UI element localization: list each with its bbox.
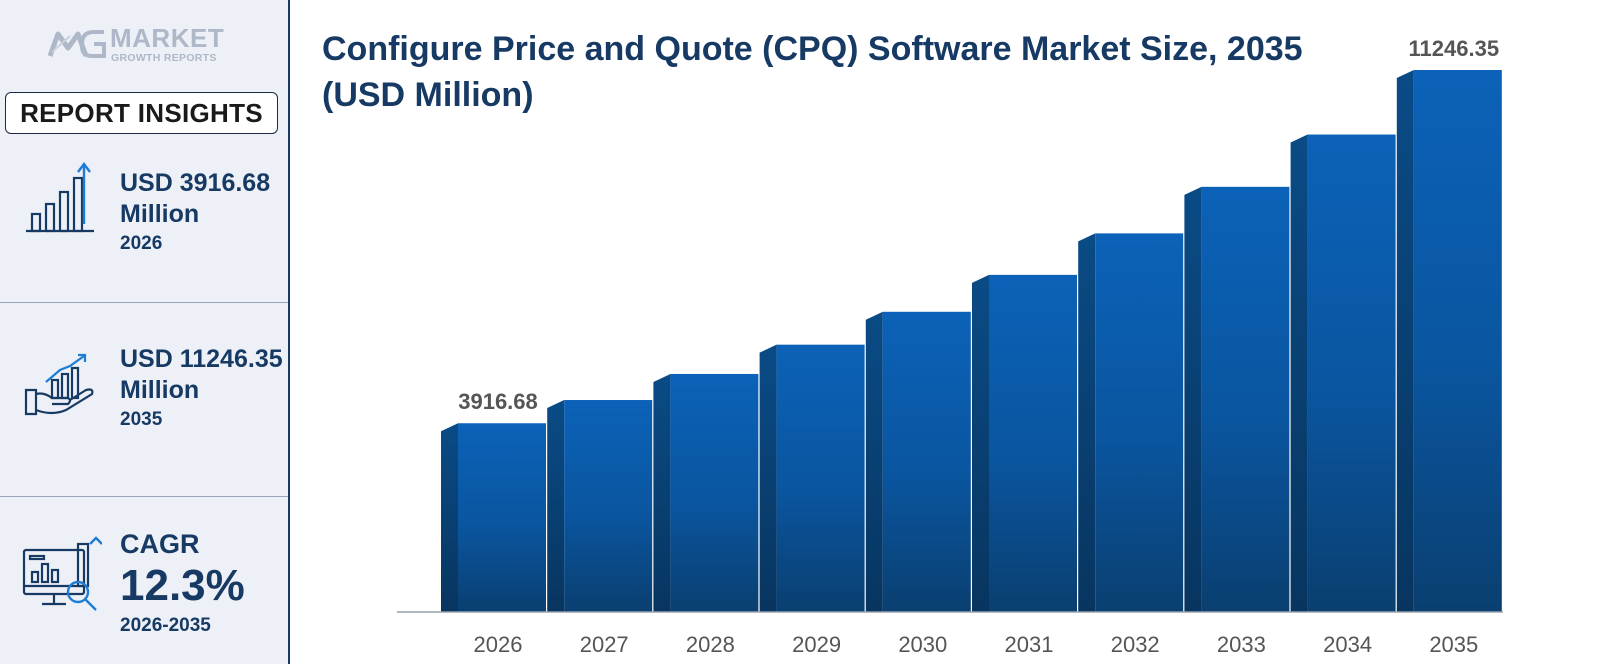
stat-2026-value: USD 3916.68 bbox=[120, 169, 271, 197]
data-label-2035: 11246.35 bbox=[1409, 36, 1500, 61]
bar-2035 bbox=[1396, 70, 1502, 612]
bar-side-face bbox=[972, 274, 989, 612]
x-tick-label-2035: 2035 bbox=[1429, 632, 1478, 657]
sidebar-divider bbox=[0, 496, 288, 497]
bar-side-face bbox=[547, 400, 565, 612]
bar-2030 bbox=[865, 311, 971, 612]
x-tick-label-2028: 2028 bbox=[686, 632, 735, 657]
bar-side-face bbox=[759, 344, 777, 612]
bar-2026 bbox=[441, 423, 546, 612]
bar-front-face bbox=[458, 423, 546, 612]
chart-title: Configure Price and Quote (CPQ) Software… bbox=[322, 30, 1303, 114]
bar-2032 bbox=[1078, 233, 1184, 612]
bar-side-face bbox=[441, 423, 458, 612]
bar-front-face bbox=[1095, 233, 1184, 612]
bar-front-face bbox=[989, 274, 1077, 612]
bar-front-face bbox=[1307, 134, 1396, 612]
bar-front-face bbox=[670, 373, 759, 612]
stat-2035-block: USD 11246.35 Million 2035 bbox=[120, 344, 283, 434]
cagr-period: 2026-2035 bbox=[120, 615, 211, 636]
x-tick-label-2031: 2031 bbox=[1005, 632, 1054, 657]
x-tick-label-2029: 2029 bbox=[792, 632, 841, 657]
stat-2035-year: 2035 bbox=[120, 409, 163, 430]
stat-2035-value: USD 11246.35 bbox=[120, 345, 283, 373]
bar-side-face bbox=[865, 311, 883, 612]
x-tick-label-2026: 2026 bbox=[474, 632, 523, 657]
bar-2027 bbox=[547, 400, 653, 612]
x-tick-label-2030: 2030 bbox=[898, 632, 947, 657]
cagr-value: 12.3% bbox=[120, 561, 245, 610]
bar-2033 bbox=[1184, 186, 1290, 612]
bar-front-face bbox=[776, 344, 865, 612]
bar-side-face bbox=[1078, 233, 1096, 612]
report-insights-heading: REPORT INSIGHTS bbox=[5, 92, 278, 134]
report-insights-sidebar: MARKET GROWTH REPORTS REPORT INSIGHTS US… bbox=[0, 0, 290, 664]
bar-front-face bbox=[564, 400, 653, 612]
bar-side-face bbox=[653, 373, 671, 612]
data-label-2026: 3916.68 bbox=[458, 389, 538, 414]
hand-chart-icon bbox=[24, 353, 94, 416]
x-tick-label-2034: 2034 bbox=[1323, 632, 1372, 657]
x-tick-label-2027: 2027 bbox=[580, 632, 629, 657]
bar-side-face bbox=[1290, 134, 1308, 612]
bar-side-face bbox=[1184, 186, 1202, 612]
logo-subtitle: GROWTH REPORTS bbox=[111, 52, 217, 64]
stat-2026-block: USD 3916.68 Million 2026 bbox=[120, 168, 270, 258]
cagr-block: CAGR 12.3% 2026-2035 bbox=[120, 528, 245, 640]
bar-2028 bbox=[653, 373, 759, 612]
company-logo: MARKET GROWTH REPORTS bbox=[48, 24, 238, 64]
x-tick-label-2032: 2032 bbox=[1111, 632, 1160, 657]
bar-chart-growth-icon bbox=[26, 162, 94, 233]
bar-2031 bbox=[972, 274, 1077, 612]
monitor-analytics-icon bbox=[22, 536, 102, 611]
sidebar-divider bbox=[0, 302, 288, 303]
bar-front-face bbox=[1413, 70, 1502, 612]
stat-2026-unit: Million bbox=[120, 200, 200, 228]
market-growth-logo-icon bbox=[48, 30, 106, 58]
cagr-label: CAGR bbox=[120, 529, 200, 559]
bar-2034 bbox=[1290, 134, 1396, 612]
bar-side-face bbox=[1396, 70, 1414, 612]
bar-front-face bbox=[1201, 186, 1290, 612]
logo-wordmark: MARKET bbox=[110, 23, 225, 53]
bar-front-face bbox=[882, 311, 971, 612]
bar-2029 bbox=[759, 344, 865, 612]
stat-2035-unit: Million bbox=[120, 376, 200, 404]
stat-2026-year: 2026 bbox=[120, 233, 163, 254]
x-tick-label-2033: 2033 bbox=[1217, 632, 1266, 657]
